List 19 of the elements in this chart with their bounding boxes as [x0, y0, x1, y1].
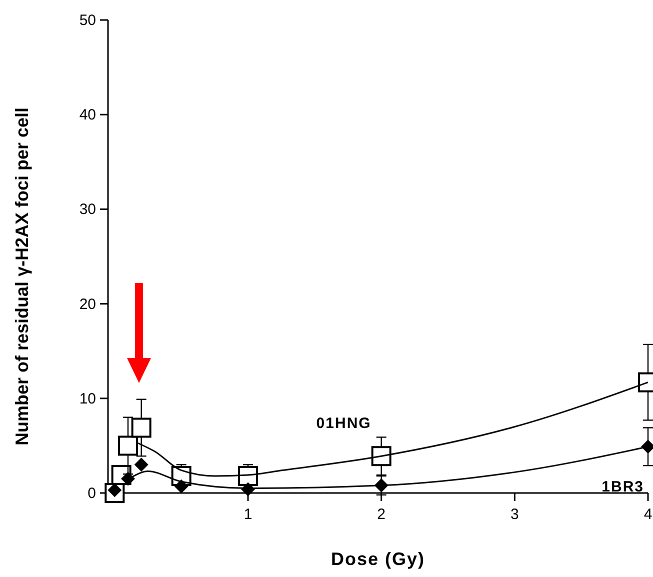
point — [131, 418, 152, 438]
x-tick-label: 4 — [644, 506, 652, 523]
y-tick-label: 0 — [88, 485, 96, 502]
series-label: 01HNG — [316, 415, 372, 432]
series-label: 1BR3 — [602, 478, 644, 496]
point — [174, 479, 188, 494]
x-tick-label: 3 — [510, 506, 519, 523]
y-axis-title: Number of residual γ-H2AX foci per cell — [12, 107, 32, 446]
x-tick-label: 2 — [377, 506, 386, 523]
x-tick-label: 1 — [244, 506, 252, 523]
y-tick-label: 50 — [79, 12, 96, 29]
y-tick-label: 10 — [79, 390, 96, 408]
y-tick-label: 20 — [79, 296, 96, 313]
point — [134, 458, 148, 472]
point — [118, 436, 138, 456]
x-axis-title: Dose (Gy) — [330, 549, 426, 569]
y-tick-label: 30 — [79, 201, 96, 218]
y-tick-label: 40 — [79, 106, 96, 124]
point — [371, 446, 392, 466]
